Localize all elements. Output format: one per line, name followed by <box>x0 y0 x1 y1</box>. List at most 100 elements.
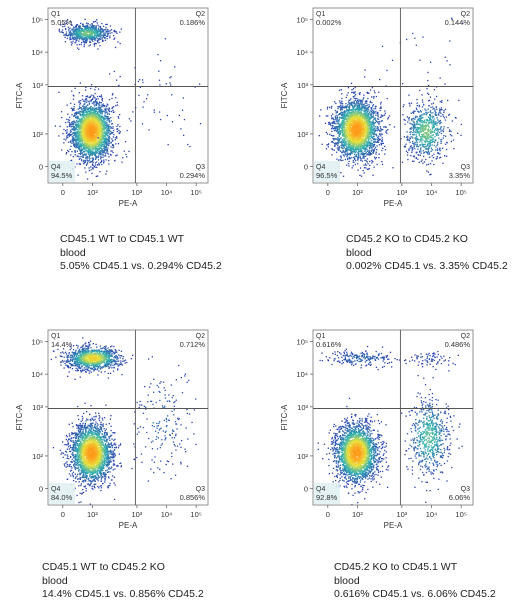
event-dot <box>118 117 119 118</box>
event-dot <box>115 47 116 48</box>
event-dot <box>332 117 333 118</box>
event-dot <box>183 135 184 136</box>
event-dot <box>101 99 102 100</box>
event-dot <box>385 113 386 114</box>
event-dot <box>142 123 143 124</box>
event-dot <box>369 106 370 107</box>
event-dot <box>72 37 73 38</box>
event-dot <box>98 163 99 164</box>
event-dot <box>100 33 101 34</box>
x-tick-label: 0 <box>61 188 65 197</box>
event-dot <box>362 141 363 142</box>
event-dot <box>78 125 79 126</box>
event-dot <box>365 103 366 104</box>
event-dot <box>93 145 94 146</box>
event-dot <box>100 125 101 126</box>
event-dots <box>319 18 464 177</box>
event-dot <box>67 105 68 106</box>
event-dot <box>138 95 139 96</box>
event-dot <box>101 124 102 125</box>
event-dot <box>115 105 116 106</box>
event-dot <box>70 146 71 147</box>
event-dot <box>99 110 100 111</box>
event-dot <box>66 119 67 120</box>
event-dot <box>89 129 90 130</box>
event-dot <box>95 21 96 22</box>
event-dot <box>69 28 70 29</box>
event-dot <box>108 156 109 157</box>
event-dot <box>65 29 66 30</box>
event-dot <box>65 122 66 123</box>
event-dot <box>326 148 327 149</box>
event-dot <box>65 130 66 131</box>
event-dot <box>80 107 81 108</box>
event-dot <box>99 45 100 46</box>
event-dot <box>117 128 118 129</box>
event-dot <box>382 137 383 138</box>
event-dot <box>94 121 95 122</box>
event-dot <box>336 115 337 116</box>
event-dot <box>80 113 81 114</box>
event-dot <box>319 135 320 136</box>
event-dot <box>101 109 102 110</box>
event-dot <box>89 103 90 104</box>
event-dot <box>81 114 82 115</box>
event-dot <box>91 35 92 36</box>
event-dot <box>68 142 69 143</box>
event-dot <box>77 140 78 141</box>
event-dot <box>93 153 94 154</box>
event-dot <box>91 33 92 34</box>
event-dot <box>106 149 107 150</box>
event-dot <box>376 96 377 97</box>
event-dot <box>89 97 90 98</box>
event-dot <box>91 106 92 107</box>
event-dot <box>88 146 89 147</box>
event-dot <box>378 142 379 143</box>
event-dot <box>105 131 106 132</box>
event-dot <box>91 25 92 26</box>
event-dot <box>96 105 97 106</box>
event-dot <box>372 105 373 106</box>
event-dot <box>349 131 350 132</box>
event-dot <box>349 161 350 162</box>
event-dot <box>361 112 362 113</box>
event-dot <box>104 155 105 156</box>
event-dot <box>184 119 185 120</box>
event-dot <box>350 98 351 99</box>
event-dot <box>98 29 99 30</box>
event-dot <box>110 25 111 26</box>
event-dot <box>111 120 112 121</box>
event-dot <box>331 148 332 149</box>
event-dot <box>75 27 76 28</box>
event-dot <box>95 111 96 112</box>
event-dot <box>103 123 104 124</box>
event-dot <box>66 131 67 132</box>
event-dot <box>73 137 74 138</box>
event-dot <box>368 93 369 94</box>
event-dot <box>80 31 81 32</box>
event-dot <box>122 157 123 158</box>
event-dot <box>106 129 107 130</box>
event-dot <box>91 125 92 126</box>
event-dot <box>102 100 103 101</box>
event-dot <box>83 163 84 164</box>
event-dot <box>94 30 95 31</box>
event-dot <box>366 146 367 147</box>
event-dot <box>363 95 364 96</box>
event-dot <box>362 161 363 162</box>
event-dot <box>118 85 119 86</box>
event-dot <box>199 83 200 84</box>
event-dot <box>378 116 379 117</box>
event-dot <box>75 33 76 34</box>
event-dot <box>95 102 96 103</box>
event-dot <box>364 160 365 161</box>
event-dot <box>93 165 94 166</box>
event-dot <box>103 111 104 112</box>
event-dot <box>129 118 130 119</box>
event-dot <box>371 124 372 125</box>
event-dot <box>382 164 383 165</box>
event-dot <box>375 128 376 129</box>
event-dot <box>71 44 72 45</box>
event-dot <box>361 126 362 127</box>
event-dot <box>80 120 81 121</box>
